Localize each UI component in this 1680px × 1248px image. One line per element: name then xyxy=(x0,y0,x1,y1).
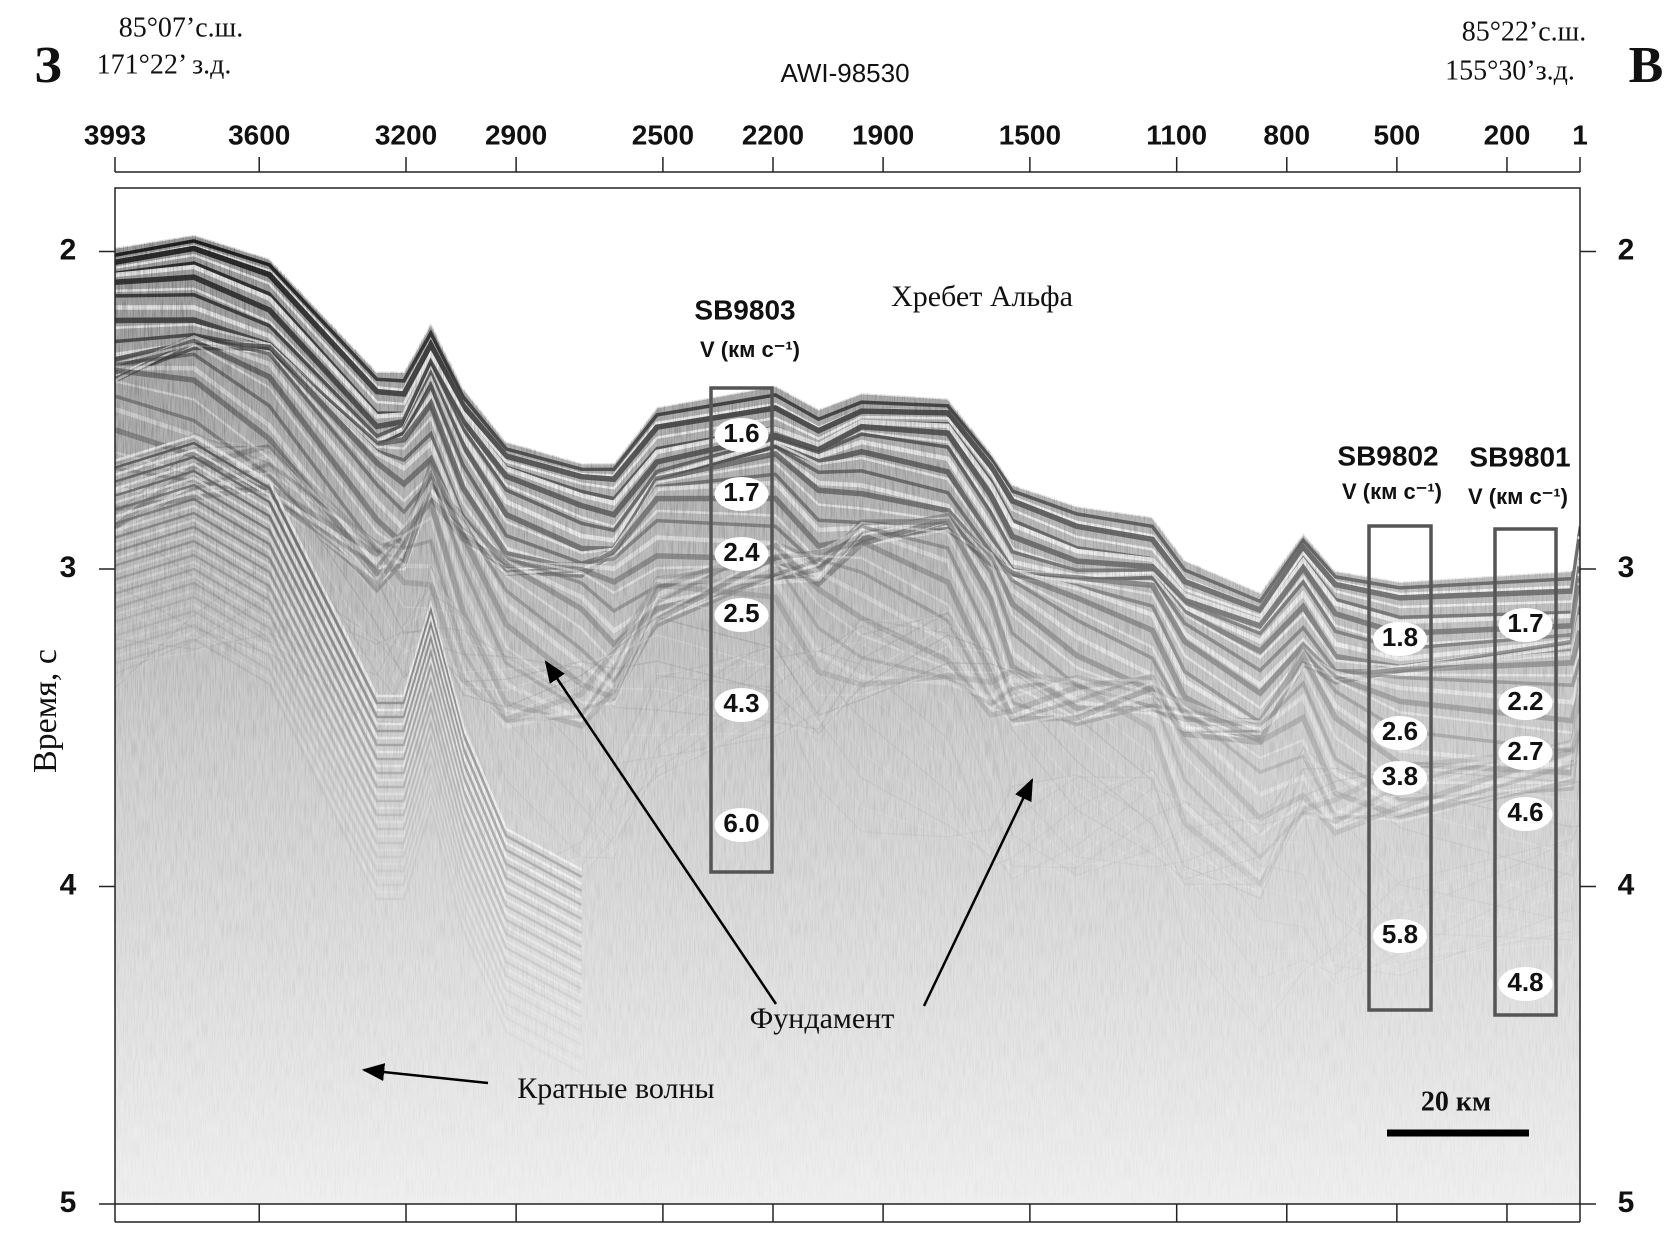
shot-tick-label: 500 xyxy=(1374,119,1421,150)
velocity-badge xyxy=(714,688,769,722)
station-unit: V (км с⁻¹) xyxy=(1468,484,1568,509)
velocity-value: 1.8 xyxy=(1382,622,1418,652)
shot-tick-label: 2900 xyxy=(485,119,547,150)
east-lon: 155°30’з.д. xyxy=(1445,55,1575,86)
velocity-value: 1.7 xyxy=(723,477,759,507)
seismic-section xyxy=(115,188,1580,1204)
velocity-value: 3.8 xyxy=(1382,761,1418,791)
basement-label: Фундамент xyxy=(750,1002,895,1035)
ridge-label: Хребет Альфа xyxy=(891,280,1073,313)
time-tick-label: 5 xyxy=(1618,1186,1635,1219)
shot-tick-label: 200 xyxy=(1484,119,1531,150)
velocity-badge xyxy=(714,477,769,511)
west-letter: З xyxy=(34,37,61,94)
east-lat: 85°22’с.ш. xyxy=(1462,16,1587,47)
station-name: SB9801 xyxy=(1469,441,1570,472)
time-tick-label: 4 xyxy=(1618,868,1635,901)
station-name: SB9802 xyxy=(1337,440,1438,471)
shot-tick-label: 2200 xyxy=(742,119,804,150)
velocity-badge xyxy=(1373,761,1427,795)
shot-tick-label: 3200 xyxy=(375,119,437,150)
velocity-badge xyxy=(1373,622,1427,656)
velocity-badge xyxy=(1373,919,1427,953)
multiples-label: Кратные волны xyxy=(517,1072,714,1105)
shot-tick-label: 3600 xyxy=(228,119,290,150)
east-letter: В xyxy=(1629,37,1664,94)
velocity-column xyxy=(1367,524,1433,1012)
velocity-value: 1.7 xyxy=(1507,608,1543,638)
velocity-column xyxy=(709,386,774,874)
velocity-badge xyxy=(714,537,769,571)
velocity-column xyxy=(1493,527,1558,1017)
shot-tick-label: 3993 xyxy=(84,119,146,150)
velocity-value: 5.8 xyxy=(1382,919,1418,949)
shot-tick-label: 800 xyxy=(1263,119,1310,150)
time-tick-label: 2 xyxy=(60,233,77,266)
velocity-badge xyxy=(1498,797,1553,831)
time-tick-label: 3 xyxy=(60,551,77,584)
west-lon: 171°22’ з.д. xyxy=(97,49,232,80)
velocity-value: 2.7 xyxy=(1507,736,1543,766)
velocity-badge xyxy=(1373,716,1427,750)
station-unit: V (км с⁻¹) xyxy=(1342,479,1442,504)
profile-name: AWI-98530 xyxy=(780,58,909,88)
velocity-badge xyxy=(1498,967,1553,1001)
velocity-badge xyxy=(714,808,769,842)
velocity-value: 4.6 xyxy=(1507,797,1543,827)
shot-tick-label: 1500 xyxy=(999,119,1061,150)
velocity-value: 2.2 xyxy=(1507,686,1543,716)
plot-frame xyxy=(114,187,1581,1205)
velocity-value: 1.6 xyxy=(723,418,759,448)
station-unit: V (км с⁻¹) xyxy=(700,337,800,362)
arrow xyxy=(922,777,1034,1007)
velocity-value: 4.8 xyxy=(1507,967,1543,997)
velocity-badge xyxy=(1498,736,1553,770)
water xyxy=(115,188,1580,593)
arrow xyxy=(544,660,778,1005)
velocity-value: 2.6 xyxy=(1382,716,1418,746)
time-tick-label: 2 xyxy=(1618,233,1635,266)
west-lat: 85°07’с.ш. xyxy=(119,12,244,43)
velocity-badge xyxy=(714,418,769,452)
velocity-value: 4.3 xyxy=(723,688,759,718)
scale-label: 20 км xyxy=(1421,1086,1491,1117)
time-tick-label: 3 xyxy=(1618,551,1635,584)
shot-tick-label: 1900 xyxy=(852,119,914,150)
velocity-badge xyxy=(1498,686,1553,720)
velocity-value: 2.4 xyxy=(723,537,760,567)
shot-tick-label: 1 xyxy=(1572,119,1588,150)
velocity-badge xyxy=(1498,608,1553,642)
velocity-value: 2.5 xyxy=(723,598,759,628)
station-name: SB9803 xyxy=(694,294,795,325)
velocity-value: 6.0 xyxy=(723,808,759,838)
velocity-badge xyxy=(714,598,769,632)
time-tick-label: 5 xyxy=(60,1186,77,1219)
time-axis-label: Время, с xyxy=(27,649,64,773)
shot-tick-label: 1100 xyxy=(1146,119,1207,150)
time-tick-label: 4 xyxy=(60,868,77,901)
arrow xyxy=(361,1063,489,1085)
shot-tick-label: 2500 xyxy=(632,119,694,150)
